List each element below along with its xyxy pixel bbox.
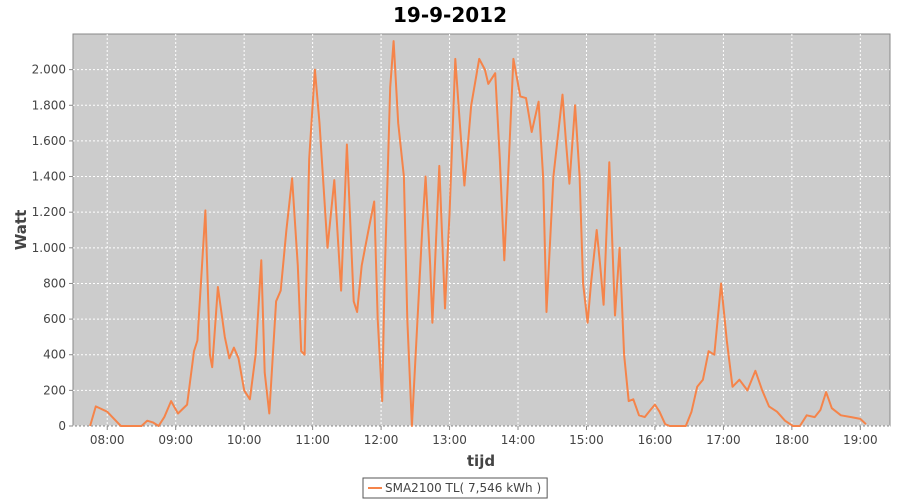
x-axis-label: tijd	[467, 452, 495, 470]
y-tick-label: 0	[58, 419, 66, 433]
series-line	[89, 40, 867, 427]
y-tick-label: 1.800	[32, 98, 66, 112]
x-tick-label: 10:00	[227, 433, 262, 447]
y-tick-label: 200	[43, 383, 66, 397]
y-tick-label: 1.000	[32, 241, 66, 255]
legend-label: SMA2100 TL( 7,546 kWh )	[385, 481, 541, 495]
plot-area	[72, 33, 891, 427]
x-tick-label: 19:00	[843, 433, 878, 447]
y-axis-label: Watt	[12, 210, 30, 250]
y-tick-label: 1.400	[32, 170, 66, 184]
x-tick-label: 14:00	[501, 433, 536, 447]
legend-box	[362, 477, 548, 499]
x-tick-label: 08:00	[90, 433, 125, 447]
x-tick-label: 17:00	[706, 433, 741, 447]
x-tick-label: 18:00	[775, 433, 810, 447]
x-tick-label: 09:00	[158, 433, 193, 447]
x-tick-label: 12:00	[364, 433, 399, 447]
y-tick-label: 800	[43, 276, 66, 290]
legend: SMA2100 TL( 7,546 kWh )	[362, 477, 548, 499]
chart-title: 19-9-2012	[393, 3, 507, 27]
y-tick-label: 1.600	[32, 134, 66, 148]
x-tick-label: 13:00	[432, 433, 467, 447]
y-tick-label: 600	[43, 312, 66, 326]
y-tick-label: 400	[43, 348, 66, 362]
y-tick-label: 1.200	[32, 205, 66, 219]
y-tick-label: 2.000	[32, 63, 66, 77]
x-tick-label: 15:00	[569, 433, 604, 447]
x-tick-label: 16:00	[638, 433, 673, 447]
x-tick-label: 11:00	[295, 433, 330, 447]
